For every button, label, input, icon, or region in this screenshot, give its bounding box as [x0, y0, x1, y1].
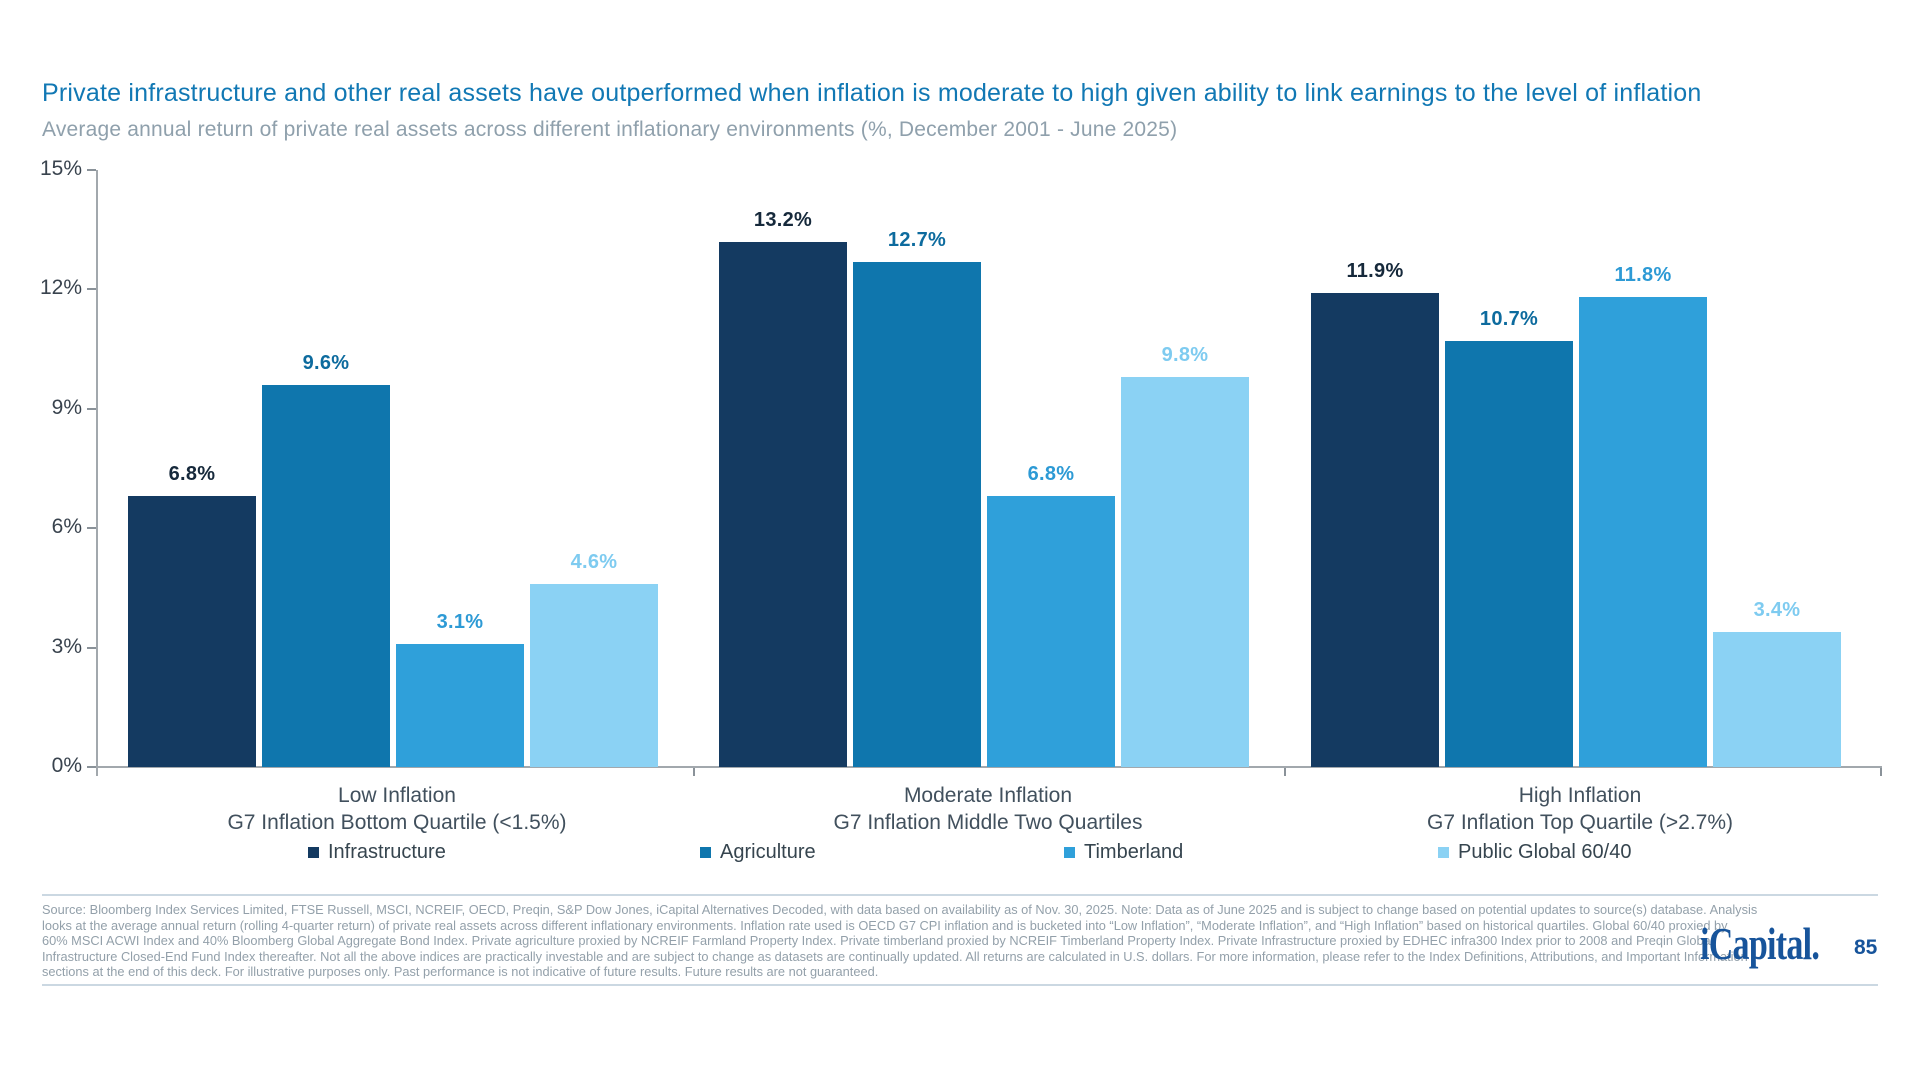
source-line: 60% MSCI ACWI Index and 40% Bloomberg Gl… [42, 933, 1714, 949]
bar-value-label: 4.6% [570, 551, 618, 573]
bar-timberland-high-inflation [1579, 297, 1707, 767]
source-line: Source: Bloomberg Index Services Limited… [42, 902, 1758, 917]
legend-swatch-icon [308, 846, 319, 858]
bar-public-global-60-40-moderate-inflation [1121, 377, 1249, 767]
legend-swatch-icon [1064, 846, 1075, 858]
bar-infrastructure-high-inflation [1311, 293, 1439, 767]
y-axis-tick [87, 766, 96, 768]
x-axis-tick [1284, 768, 1286, 776]
bar-value-label: 12.7% [887, 229, 947, 251]
category-label-line1: High Inflation [1518, 784, 1642, 807]
y-axis-tick [87, 527, 96, 529]
legend-item-infrastructure: Infrastructure [308, 841, 446, 863]
bar-infrastructure-moderate-inflation [719, 242, 847, 767]
legend-item-public-global-60-40: Public Global 60/40 [1438, 841, 1631, 863]
bar-value-label: 10.7% [1479, 308, 1539, 330]
y-axis-label: 3% [51, 635, 82, 658]
bar-timberland-moderate-inflation [987, 496, 1115, 767]
x-axis-tick [693, 768, 695, 776]
bar-value-label: 3.1% [436, 611, 484, 633]
source-line: looks at the average annual return (roll… [42, 917, 1728, 933]
x-axis-tick [1880, 768, 1882, 776]
legend-label: Infrastructure [328, 840, 446, 863]
bar-agriculture-high-inflation [1445, 341, 1573, 767]
category-label-high-inflation: High Inflation G7 Inflation Top Quartile … [1311, 782, 1849, 836]
source-line: Infrastructure Closed-End Fund Index the… [42, 948, 1748, 964]
category-label-line1: Low Inflation [338, 784, 456, 807]
source-line: sections at the end of this deck. For il… [42, 964, 879, 980]
bar-value-label: 9.6% [302, 352, 350, 374]
footer-bottom-divider [42, 984, 1878, 986]
legend-item-timberland: Timberland [1064, 841, 1183, 863]
bar-value-label: 6.8% [1027, 463, 1075, 485]
bar-value-label: 3.4% [1753, 599, 1801, 621]
page-title: Private infrastructure and other real as… [42, 79, 1702, 107]
legend-swatch-icon [700, 846, 711, 858]
bar-value-label: 6.8% [168, 463, 216, 485]
bar-value-label: 11.8% [1614, 264, 1672, 286]
legend-label: Timberland [1084, 840, 1184, 863]
legend-swatch-icon [1438, 846, 1449, 858]
source-note: Source: Bloomberg Index Services Limited… [42, 902, 1757, 980]
category-label-line2: G7 Inflation Top Quartile (>2.7%) [1426, 811, 1734, 834]
y-axis-tick [87, 288, 96, 290]
category-label-line2: G7 Inflation Bottom Quartile (<1.5%) [227, 811, 567, 834]
icapital-logo: iCapital. [1700, 918, 1820, 969]
footer-top-divider [42, 894, 1878, 896]
bar-public-global-60-40-high-inflation [1713, 632, 1841, 767]
chart-subtitle: Average annual return of private real as… [42, 118, 1178, 141]
bar-value-label: 9.8% [1161, 344, 1209, 366]
bar-timberland-low-inflation [396, 644, 524, 767]
bar-public-global-60-40-low-inflation [530, 584, 658, 767]
y-axis-label: 9% [51, 396, 82, 419]
bar-agriculture-low-inflation [262, 385, 390, 767]
category-label-line2: G7 Inflation Middle Two Quartiles [833, 811, 1143, 834]
y-axis-tick [87, 647, 96, 649]
y-axis-line [96, 170, 98, 776]
bar-value-label: 11.9% [1346, 260, 1404, 282]
y-axis-label: 12% [39, 276, 82, 299]
category-label-line1: Moderate Inflation [903, 784, 1073, 807]
y-axis-tick [87, 408, 96, 410]
category-label-low-inflation: Low Inflation G7 Inflation Bottom Quartil… [128, 782, 666, 836]
bar-infrastructure-low-inflation [128, 496, 256, 767]
bar-value-label: 13.2% [753, 209, 813, 231]
page-number: 85 [1854, 936, 1878, 959]
legend-label: Public Global 60/40 [1458, 840, 1632, 863]
category-label-moderate-inflation: Moderate Inflation G7 Inflation Middle Tw… [719, 782, 1257, 836]
x-axis-line [96, 766, 1882, 768]
bar-agriculture-moderate-inflation [853, 262, 981, 767]
legend-label: Agriculture [720, 840, 816, 863]
y-axis-label: 0% [51, 754, 82, 777]
y-axis-tick [87, 169, 96, 171]
y-axis-label: 15% [39, 157, 82, 180]
y-axis-label: 6% [51, 515, 82, 538]
legend-item-agriculture: Agriculture [700, 841, 816, 863]
